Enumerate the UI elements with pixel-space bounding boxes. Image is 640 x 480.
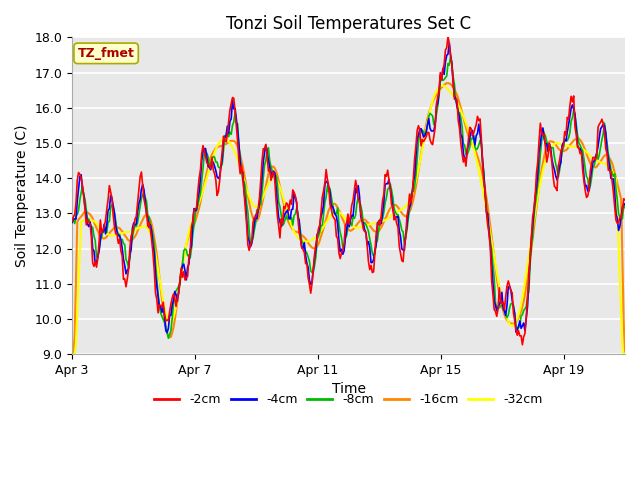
Y-axis label: Soil Temperature (C): Soil Temperature (C) [15,124,29,267]
X-axis label: Time: Time [332,383,365,396]
Text: TZ_fmet: TZ_fmet [77,47,134,60]
Legend: -2cm, -4cm, -8cm, -16cm, -32cm: -2cm, -4cm, -8cm, -16cm, -32cm [149,388,548,411]
Title: Tonzi Soil Temperatures Set C: Tonzi Soil Temperatures Set C [226,15,471,33]
